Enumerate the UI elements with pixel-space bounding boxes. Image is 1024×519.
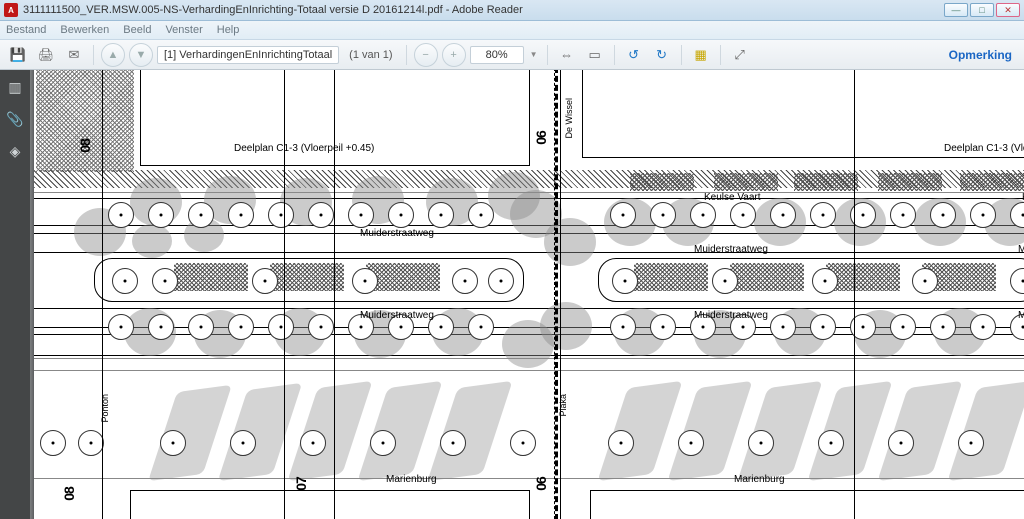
print-icon[interactable]: 🖨 — [34, 44, 58, 66]
plan-label: Muiderstraatweg — [694, 244, 768, 255]
zoom-dropdown-icon[interactable]: ▼ — [528, 44, 540, 66]
plan-label: Muiderstraatweg — [360, 310, 434, 321]
plan-label: Muiderstraatweg — [694, 310, 768, 321]
menu-bestand[interactable]: Bestand — [6, 24, 46, 36]
plan-building — [590, 490, 1024, 519]
page-down-button[interactable]: ▼ — [129, 43, 153, 67]
maximize-button[interactable]: □ — [970, 3, 994, 17]
comments-link[interactable]: Opmerking — [949, 48, 1018, 62]
side-panel: ▥ 📎 ◈ — [0, 70, 30, 519]
pdf-page: Deelplan C1-3 (Vloerpeil +0.45) Deelplan… — [34, 70, 1024, 519]
rotate-ccw-icon[interactable]: ↺ — [622, 44, 646, 66]
fit-page-icon[interactable]: ▭ — [583, 44, 607, 66]
layers-icon[interactable]: ◈ — [6, 142, 24, 160]
highlight-icon[interactable]: ▦ — [689, 44, 713, 66]
document-viewport[interactable]: Deelplan C1-3 (Vloerpeil +0.45) Deelplan… — [30, 70, 1024, 519]
rotate-cw-icon[interactable]: ↻ — [650, 44, 674, 66]
page-indicator: (1 van 1) — [343, 49, 398, 61]
plan-label: Muid — [1018, 310, 1024, 321]
plan-label: Marienburg — [734, 474, 785, 485]
pdf-icon: A — [4, 3, 18, 17]
thumbnails-icon[interactable]: ▥ — [6, 78, 24, 96]
fit-width-icon[interactable]: ⇔ — [555, 44, 579, 66]
zoom-in-button[interactable]: + — [442, 43, 466, 67]
grid-number: 07 — [293, 477, 309, 491]
window-title: 3111111500_VER.MSW.005-NS-VerhardingEnIn… — [23, 4, 523, 16]
toolbar: 💾 🖨 ✉ ▲ ▼ [1] VerhardingenEnInrichtingTo… — [0, 40, 1024, 70]
fullscreen-icon[interactable]: ⤢ — [728, 44, 752, 66]
grid-number: 06 — [533, 131, 549, 145]
grid-number: 06 — [533, 477, 549, 491]
grid-number: 08 — [61, 487, 77, 501]
menu-help[interactable]: Help — [217, 24, 240, 36]
plan-label: Muiderstraatweg — [360, 228, 434, 239]
plan-hatch — [36, 70, 134, 172]
menu-bar: Bestand Bewerken Beeld Venster Help — [0, 21, 1024, 40]
plan-label: Keulse Vaart — [704, 192, 761, 203]
plan-label: De Wissel — [564, 98, 574, 139]
menu-beeld[interactable]: Beeld — [123, 24, 151, 36]
email-icon[interactable]: ✉ — [62, 44, 86, 66]
attachments-icon[interactable]: 📎 — [6, 110, 24, 128]
page-up-button[interactable]: ▲ — [101, 43, 125, 67]
zoom-input[interactable]: 80% — [470, 46, 524, 64]
close-button[interactable]: ✕ — [996, 3, 1020, 17]
window-titlebar: A 3111111500_VER.MSW.005-NS-VerhardingEn… — [0, 0, 1024, 21]
plan-label: Ponton — [100, 394, 110, 423]
zoom-out-button[interactable]: − — [414, 43, 438, 67]
plan-label: Muid — [1018, 244, 1024, 255]
plan-label: Marienburg — [386, 474, 437, 485]
plan-label: Plaka — [558, 394, 568, 417]
plan-building — [130, 490, 530, 519]
grid-number: 08 — [77, 139, 93, 153]
document-dropdown[interactable]: [1] VerhardingenEnInrichtingTotaal — [157, 46, 339, 64]
plan-label: Deelplan C1-3 (Vloerpeil +0.45) — [234, 143, 374, 154]
menu-bewerken[interactable]: Bewerken — [60, 24, 109, 36]
save-icon[interactable]: 💾 — [6, 44, 30, 66]
plan-label: Deelplan C1-3 (Vloerpeil +0.45) — [944, 143, 1024, 154]
minimize-button[interactable]: — — [944, 3, 968, 17]
menu-venster[interactable]: Venster — [165, 24, 202, 36]
